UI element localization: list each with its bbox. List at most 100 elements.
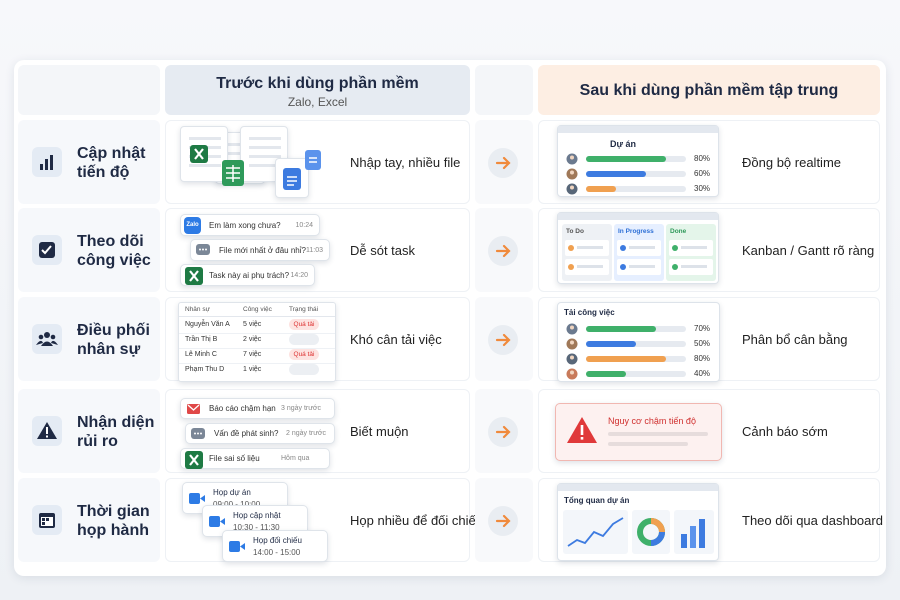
arrow-circle xyxy=(488,148,518,178)
icon-box xyxy=(32,235,62,265)
chat-bubble: Zalo Em làm xong chưa? 10:24 xyxy=(180,214,320,236)
table-header: Trạng thái xyxy=(289,306,319,313)
chat-bubble: File mới nhất ở đâu nhỉ? 11:03 xyxy=(190,239,330,261)
table-cell: Phạm Thu D xyxy=(185,366,225,373)
before-text: Khó cân tải việc xyxy=(350,332,442,347)
arrow-circle xyxy=(488,506,518,536)
avatar xyxy=(566,353,578,365)
kanban-dot xyxy=(568,245,574,251)
kanban-dot xyxy=(672,264,678,270)
file-line xyxy=(249,146,281,149)
arrow-icon xyxy=(495,333,511,347)
kanban-header: To Do xyxy=(566,228,584,235)
progress-fill xyxy=(586,156,666,162)
progress-label: 30% xyxy=(694,184,711,193)
row-icon xyxy=(40,155,53,170)
avatar xyxy=(566,168,578,180)
progress-track xyxy=(586,371,686,377)
arrow-icon xyxy=(495,156,511,170)
chat-bubble: Task này ai phụ trách? 14:20 xyxy=(180,264,315,286)
table-rule xyxy=(179,316,335,317)
after-header xyxy=(538,65,880,115)
meeting-card: Họp đối chiếu 14:00 - 15:00 xyxy=(222,530,328,562)
progress-track xyxy=(586,341,686,347)
meeting-time: 09:00 - 10:00 xyxy=(213,500,260,509)
icon-box xyxy=(32,147,62,177)
table-cell: 7 việc xyxy=(243,351,262,358)
alert-text: Báo cáo chậm hạn xyxy=(209,404,276,413)
window-bar xyxy=(558,126,718,133)
excel-icon xyxy=(185,451,203,469)
kanban-header: In Progress xyxy=(618,228,654,235)
alert-text: File sai số liệu xyxy=(209,454,260,463)
kanban-header: Done xyxy=(670,228,687,235)
window-bar xyxy=(558,213,718,220)
row-label: Theo dõi công việc xyxy=(77,233,151,269)
table-cell: Trần Thị B xyxy=(185,336,218,343)
icon-box xyxy=(32,505,62,535)
table-header: Nhân sự xyxy=(185,306,210,313)
kanban-column: Done xyxy=(666,224,716,281)
progress-label: 80% xyxy=(694,354,711,363)
message-time: 11:03 xyxy=(306,247,323,254)
avatar xyxy=(566,183,578,195)
row-icon xyxy=(37,422,57,439)
table-rule xyxy=(179,348,335,349)
kanban-line xyxy=(629,265,655,268)
after-title: Sau khi dùng phần mềm tập trung xyxy=(579,82,839,99)
kanban-line xyxy=(629,246,655,249)
status-pill-empty xyxy=(289,334,319,345)
kanban-card xyxy=(669,259,713,275)
excel-icon xyxy=(185,267,203,285)
before-title: Trước khi dùng phần mềm xyxy=(216,75,419,92)
mail-icon xyxy=(187,404,200,414)
corner-blank xyxy=(18,65,160,115)
bar-chart xyxy=(674,510,714,554)
alert-time: 2 ngày trước xyxy=(286,430,327,437)
progress-label: 60% xyxy=(694,169,711,178)
before-text: Nhập tay, nhiều file xyxy=(350,155,461,170)
doc-icon xyxy=(283,168,301,190)
warning-line xyxy=(608,442,688,446)
doc-card xyxy=(275,158,309,198)
warning-card: Nguy cơ chậm tiến độ xyxy=(555,403,722,461)
icon-box xyxy=(32,324,62,354)
sheet-icon xyxy=(222,160,244,186)
table-rule xyxy=(179,333,335,334)
progress-label: 50% xyxy=(694,339,711,348)
row-label: Điều phối nhân sự xyxy=(77,322,150,358)
kanban-column: In Progress xyxy=(614,224,664,281)
table-cell: 5 việc xyxy=(243,321,262,328)
row-icon xyxy=(36,332,58,346)
message-text: Task này ai phụ trách? xyxy=(209,271,290,280)
progress-label: 80% xyxy=(694,154,711,163)
video-icon xyxy=(209,516,225,527)
arrow-icon xyxy=(495,514,511,528)
message-text: File mới nhất ở đâu nhỉ? xyxy=(219,246,306,255)
avatar xyxy=(566,338,578,350)
window-card: Tổng quan dự án xyxy=(557,483,719,561)
alert-bubble: File sai số liệu Hôm qua xyxy=(180,448,330,469)
before-text: Dễ sót task xyxy=(350,243,416,258)
meeting-title: Họp dự án xyxy=(213,488,251,497)
icon-box xyxy=(32,416,62,446)
kanban-card xyxy=(565,240,609,256)
before-text: Biết muộn xyxy=(350,424,409,439)
progress-fill xyxy=(586,186,616,192)
warning-line xyxy=(608,432,708,436)
arrow-circle xyxy=(488,417,518,447)
kanban-line xyxy=(577,265,603,268)
alert-text: Vấn đề phát sinh? xyxy=(214,429,279,438)
status-pill: Quá tải xyxy=(289,319,319,330)
video-icon xyxy=(229,541,245,552)
staff-table: Nhân sự Công việc Trạng thái Nguyễn Văn A 5 … xyxy=(178,302,336,382)
file-line xyxy=(249,155,281,158)
kanban-dot xyxy=(620,245,626,251)
progress-label: 40% xyxy=(694,369,711,378)
alert-bubble: Báo cáo chậm hạn 3 ngày trước xyxy=(180,398,335,419)
message-text: Em làm xong chưa? xyxy=(209,221,281,230)
video-icon xyxy=(189,493,205,504)
meeting-title: Họp đối chiếu xyxy=(253,536,302,545)
table-header: Công việc xyxy=(243,306,272,313)
workload-card: Tải công việc 70% 50% 80% 40% xyxy=(557,302,720,382)
